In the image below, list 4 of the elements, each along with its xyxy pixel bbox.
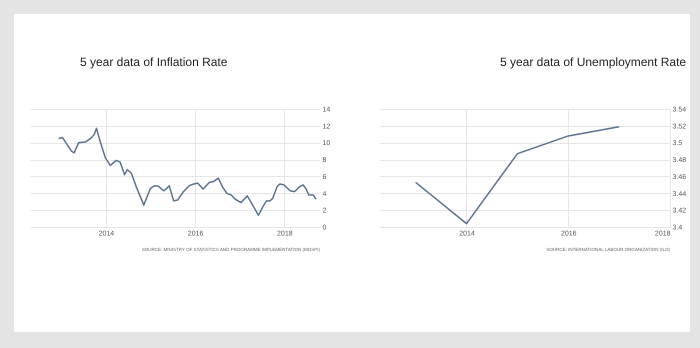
line-series — [414, 126, 620, 224]
chart-title: 5 year data of Inflation Rate — [80, 55, 228, 69]
line-series — [58, 128, 317, 216]
chart-title: 5 year data of Unemployment Rate — [500, 55, 686, 69]
